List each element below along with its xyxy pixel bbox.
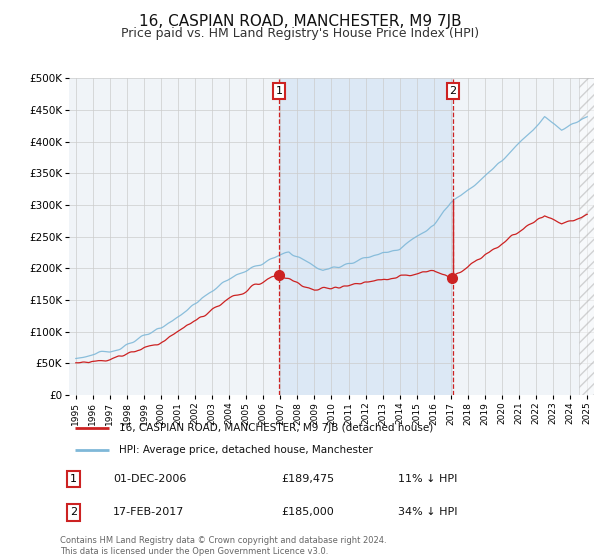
Text: Contains HM Land Registry data © Crown copyright and database right 2024.
This d: Contains HM Land Registry data © Crown c… xyxy=(60,536,386,556)
Text: 1: 1 xyxy=(275,86,283,96)
Text: 2: 2 xyxy=(449,86,457,96)
Text: 2: 2 xyxy=(70,507,77,517)
Text: 16, CASPIAN ROAD, MANCHESTER, M9 7JB: 16, CASPIAN ROAD, MANCHESTER, M9 7JB xyxy=(139,14,461,29)
Text: 34% ↓ HPI: 34% ↓ HPI xyxy=(398,507,457,517)
Text: 16, CASPIAN ROAD, MANCHESTER, M9 7JB (detached house): 16, CASPIAN ROAD, MANCHESTER, M9 7JB (de… xyxy=(119,423,433,433)
Bar xyxy=(279,78,453,395)
Bar xyxy=(578,78,594,395)
Text: £189,475: £189,475 xyxy=(282,474,335,484)
Text: 17-FEB-2017: 17-FEB-2017 xyxy=(113,507,184,517)
Text: £185,000: £185,000 xyxy=(282,507,335,517)
Text: 1: 1 xyxy=(70,474,77,484)
Text: 01-DEC-2006: 01-DEC-2006 xyxy=(113,474,186,484)
Text: 11% ↓ HPI: 11% ↓ HPI xyxy=(398,474,457,484)
Text: HPI: Average price, detached house, Manchester: HPI: Average price, detached house, Manc… xyxy=(119,445,373,455)
Text: Price paid vs. HM Land Registry's House Price Index (HPI): Price paid vs. HM Land Registry's House … xyxy=(121,27,479,40)
